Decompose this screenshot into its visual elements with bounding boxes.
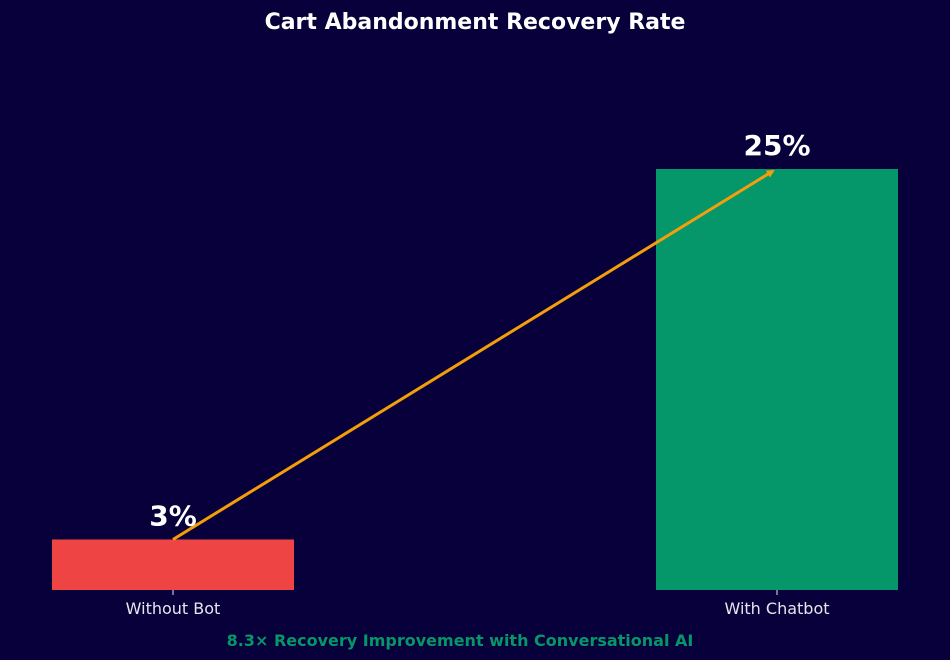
bars-layer xyxy=(52,169,898,590)
x-tick-label: Without Bot xyxy=(126,599,221,618)
value-label: 3% xyxy=(149,499,197,532)
bar-without-bot xyxy=(52,539,294,590)
improvement-arrow xyxy=(172,169,775,541)
arrow-layer xyxy=(172,169,775,541)
bar-with-chatbot xyxy=(656,169,898,590)
labels-layer: 3% 25% xyxy=(149,129,810,532)
chart-title: Cart Abandonment Recovery Rate xyxy=(265,10,686,35)
x-tick-label: With Chatbot xyxy=(724,599,829,618)
improvement-annotation: 8.3× Recovery Improvement with Conversat… xyxy=(227,631,694,650)
ticks-layer: Without Bot With Chatbot xyxy=(126,590,830,618)
value-label: 25% xyxy=(743,129,810,162)
